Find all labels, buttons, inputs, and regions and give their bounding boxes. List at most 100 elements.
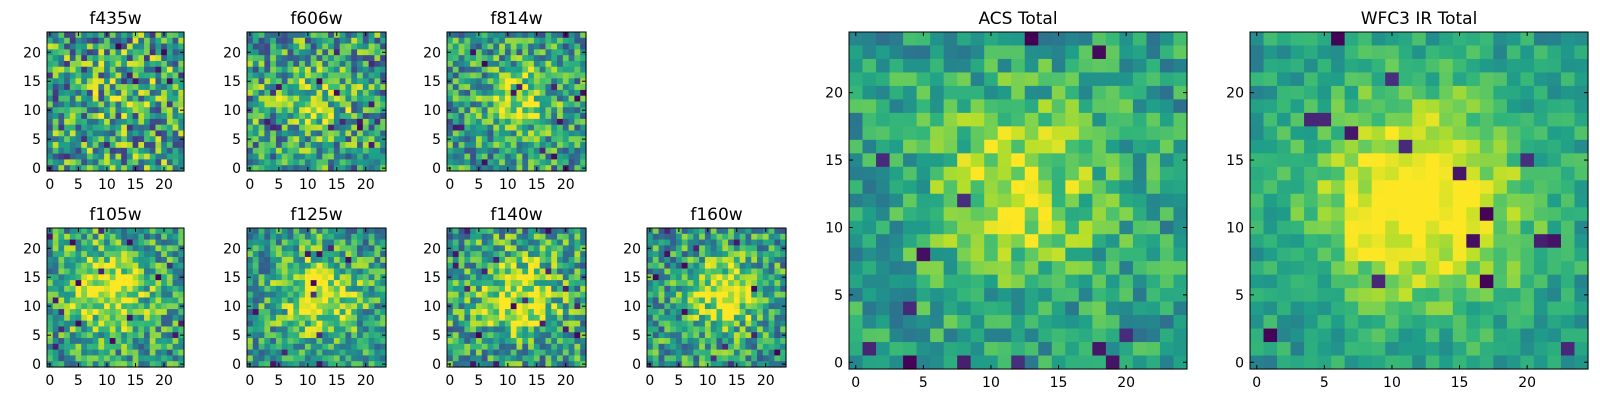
- heatmap-cell: [98, 355, 105, 362]
- heatmap-cell: [722, 245, 729, 252]
- heatmap-cell: [533, 355, 541, 362]
- heatmap-cell: [493, 303, 500, 310]
- heatmap-cell: [155, 107, 162, 114]
- heatmap-cell: [481, 268, 489, 275]
- heatmap-cell: [52, 291, 60, 299]
- heatmap-cell: [304, 37, 312, 45]
- heatmap-cell: [458, 251, 465, 258]
- heatmap-cell: [368, 285, 376, 293]
- heatmap-cell: [132, 245, 139, 252]
- heatmap-cell: [357, 153, 364, 161]
- heatmap-cell: [161, 49, 168, 56]
- heatmap-cell: [281, 118, 289, 126]
- heatmap-cell: [86, 165, 94, 172]
- heatmap-cell: [69, 89, 77, 97]
- heatmap-cell: [557, 309, 564, 316]
- heatmap-cell: [458, 89, 465, 97]
- heatmap-cell: [762, 303, 770, 310]
- heatmap-cell: [351, 280, 358, 287]
- heatmap-cell: [557, 285, 564, 293]
- heatmap-cell: [452, 55, 460, 62]
- heatmap-cell: [522, 262, 529, 270]
- heatmap-cell: [481, 130, 489, 137]
- heatmap-cell: [699, 291, 706, 299]
- heatmap-cell: [333, 101, 341, 108]
- heatmap-cell: [281, 309, 289, 316]
- heatmap-cell: [81, 130, 88, 137]
- heatmap-cell: [98, 338, 105, 345]
- heatmap-cell: [862, 166, 877, 181]
- heatmap-cell: [144, 338, 151, 345]
- heatmap-cell: [258, 349, 265, 357]
- heatmap-cell: [1092, 126, 1107, 141]
- heatmap-cell: [733, 314, 741, 322]
- heatmap-cell: [380, 113, 387, 120]
- heatmap-cell: [574, 89, 581, 97]
- heatmap-cell: [64, 89, 71, 97]
- heatmap-cell: [293, 332, 300, 339]
- heatmap-cell: [351, 55, 358, 62]
- heatmap-cell: [69, 245, 77, 252]
- heatmap-cell: [247, 251, 254, 258]
- heatmap-cell: [774, 320, 781, 328]
- heatmap-cell: [132, 239, 139, 246]
- heatmap-cell: [722, 239, 729, 246]
- heatmap-cell: [121, 78, 128, 85]
- heatmap-cell: [862, 126, 877, 141]
- heatmap-cell: [58, 274, 65, 281]
- heatmap-cell: [178, 147, 185, 155]
- heatmap-cell: [1038, 32, 1053, 47]
- heatmap-cell: [92, 297, 99, 304]
- heatmap-cell: [774, 251, 781, 258]
- heatmap-cell: [333, 280, 341, 287]
- heatmap-cell: [247, 72, 254, 79]
- heatmap-cell: [580, 338, 587, 345]
- heatmap-cell: [166, 233, 174, 241]
- heatmap-cell: [1024, 247, 1039, 262]
- heatmap-cell: [322, 124, 329, 132]
- heatmap-cell: [499, 268, 506, 275]
- heatmap-cell: [1105, 72, 1120, 87]
- heatmap-cell: [362, 159, 370, 166]
- heatmap-cell: [551, 32, 558, 39]
- heatmap-cell: [132, 291, 139, 299]
- heatmap-cell: [481, 262, 489, 270]
- heatmap-cell: [510, 239, 518, 246]
- heatmap-cell: [670, 256, 677, 264]
- heatmap-cell: [562, 349, 570, 357]
- heatmap-cell: [252, 297, 260, 304]
- heatmap-cell: [351, 332, 358, 339]
- heatmap-cell: [447, 233, 454, 241]
- heatmap-cell: [1024, 342, 1039, 357]
- heatmap-cell: [693, 343, 700, 351]
- heatmap-cell: [574, 113, 581, 120]
- heatmap-cell: [658, 256, 665, 264]
- heatmap-cell: [568, 256, 576, 264]
- heatmap-cell: [447, 159, 454, 166]
- heatmap-cell: [574, 107, 581, 114]
- heatmap-cell: [539, 130, 547, 137]
- heatmap-cell: [328, 320, 335, 328]
- heatmap-cell: [64, 43, 71, 50]
- heatmap-cell: [481, 118, 489, 126]
- heatmap-cell: [728, 297, 735, 304]
- heatmap-cell: [144, 136, 151, 143]
- heatmap-cell: [270, 130, 277, 137]
- heatmap-cell: [574, 72, 581, 79]
- heatmap-cell: [757, 320, 764, 328]
- heatmap-cell: [362, 43, 370, 50]
- heatmap-cell: [458, 136, 465, 143]
- heatmap-cell: [1065, 32, 1080, 47]
- heatmap-cell: [487, 355, 494, 362]
- heatmap-cell: [75, 349, 82, 357]
- heatmap-cell: [155, 309, 162, 316]
- heatmap-cell: [380, 89, 387, 97]
- heatmap-cell: [670, 228, 677, 235]
- heatmap-cell: [539, 280, 547, 287]
- heatmap-cell: [533, 147, 541, 155]
- heatmap-cell: [862, 112, 877, 127]
- heatmap-cell: [693, 262, 700, 270]
- heatmap-cell: [310, 49, 318, 56]
- heatmap-cell: [1560, 58, 1576, 74]
